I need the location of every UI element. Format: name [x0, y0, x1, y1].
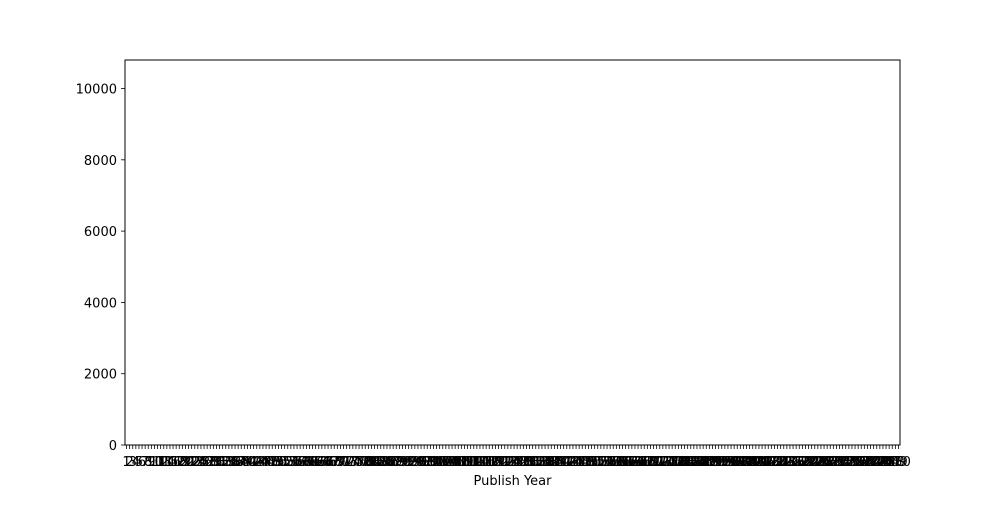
y-tick-label: 10000: [76, 83, 117, 98]
y-ticks: 0 2000 4000 6000 8000 10000: [76, 83, 125, 454]
y-tick-label: 2000: [84, 368, 117, 383]
x-tick-label: 250: [886, 455, 911, 470]
x-ticks: 1234567891011121314151617181920212223242…: [122, 445, 910, 470]
plot-frame: [125, 60, 900, 445]
y-tick-label: 4000: [84, 296, 117, 311]
y-tick-label: 8000: [84, 154, 117, 169]
x-axis-label: Publish Year: [474, 474, 553, 489]
y-tick-label: 0: [109, 439, 117, 454]
y-tick-label: 6000: [84, 225, 117, 240]
